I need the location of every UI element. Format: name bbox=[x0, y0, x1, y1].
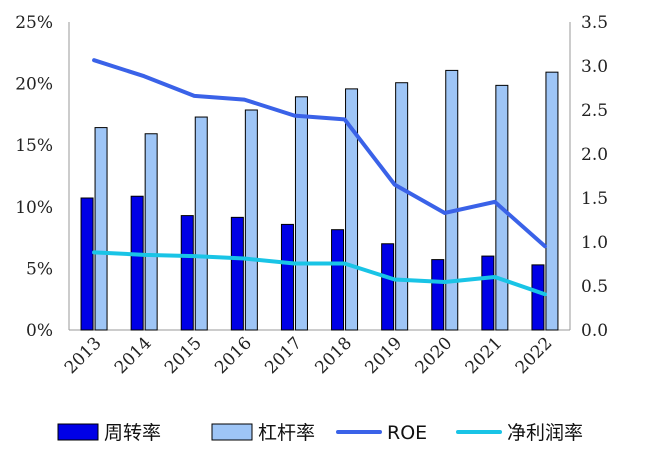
x-tick-label: 2018 bbox=[311, 333, 356, 378]
bar-leverage bbox=[94, 127, 108, 331]
bar-turnover bbox=[481, 255, 495, 331]
legend-swatch bbox=[57, 423, 99, 441]
right-tick-label: 0.0 bbox=[581, 321, 608, 341]
right-tick-label: 2.5 bbox=[581, 101, 608, 121]
bar-leverage bbox=[445, 69, 459, 331]
bars bbox=[80, 69, 559, 331]
roe-line bbox=[92, 58, 547, 249]
bar-leverage bbox=[294, 96, 308, 331]
right-tick-label: 1.5 bbox=[581, 189, 608, 209]
left-tick-label: 0% bbox=[26, 321, 53, 341]
bar-turnover bbox=[431, 259, 445, 331]
x-tick-label: 2020 bbox=[412, 333, 457, 378]
left-tick-label: 15% bbox=[15, 136, 53, 156]
right-tick-label: 3.0 bbox=[581, 57, 608, 77]
bar-turnover bbox=[280, 223, 294, 331]
legend-label: 杠杆率 bbox=[258, 422, 315, 444]
right-tick-label: 1.0 bbox=[581, 233, 608, 253]
bar-leverage bbox=[345, 88, 359, 331]
legend-leverage: 杠杆率 bbox=[211, 422, 315, 444]
bar-turnover bbox=[230, 216, 244, 331]
x-tick-label: 2016 bbox=[211, 333, 256, 378]
bar-turnover bbox=[531, 264, 545, 331]
legend-net-margin: 净利润率 bbox=[456, 422, 583, 444]
bar-leverage bbox=[395, 82, 409, 331]
net-margin-line bbox=[92, 250, 547, 297]
x-tick-label: 2015 bbox=[161, 333, 206, 378]
x-tick-label: 2013 bbox=[61, 333, 106, 378]
bar-leverage bbox=[144, 133, 158, 331]
x-tick-label: 2014 bbox=[111, 333, 156, 378]
right-tick-label: 3.5 bbox=[581, 13, 608, 33]
x-tick-label: 2021 bbox=[462, 333, 507, 378]
lines bbox=[92, 58, 547, 297]
bar-turnover bbox=[180, 215, 194, 331]
left-tick-label: 5% bbox=[26, 259, 53, 279]
bar-turnover bbox=[381, 243, 395, 331]
x-tick-label: 2017 bbox=[261, 333, 306, 378]
bar-leverage bbox=[244, 109, 258, 331]
legend-label: 净利润率 bbox=[507, 422, 583, 444]
bar-turnover bbox=[331, 229, 345, 331]
right-tick-label: 2.0 bbox=[581, 145, 608, 165]
left-tick-label: 20% bbox=[15, 75, 53, 95]
legend: 周转率 杠杆率 ROE 净利润率 bbox=[57, 422, 583, 444]
legend-turnover: 周转率 bbox=[57, 422, 161, 444]
bar-turnover bbox=[130, 195, 144, 331]
x-tick-label: 2019 bbox=[361, 333, 406, 378]
axes bbox=[68, 22, 571, 331]
legend-label: 周转率 bbox=[104, 422, 161, 444]
left-tick-label: 25% bbox=[15, 13, 53, 33]
left-tick-label: 10% bbox=[15, 198, 53, 218]
bar-turnover bbox=[80, 197, 94, 331]
legend-label: ROE bbox=[387, 422, 427, 444]
legend-swatch bbox=[211, 423, 253, 441]
x-tick-label: 2022 bbox=[512, 333, 557, 378]
right-tick-label: 0.5 bbox=[581, 277, 608, 297]
bar-leverage bbox=[545, 71, 559, 331]
bar-leverage bbox=[194, 116, 208, 331]
legend-roe: ROE bbox=[336, 422, 427, 444]
